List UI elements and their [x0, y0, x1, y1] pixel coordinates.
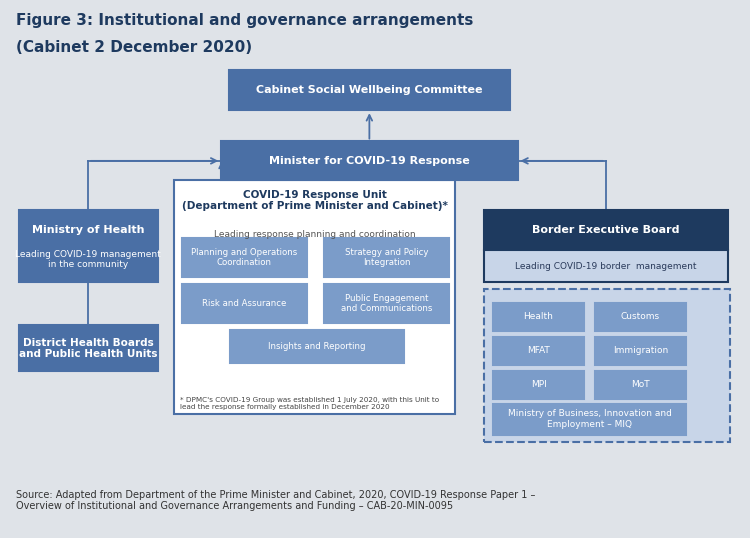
- FancyBboxPatch shape: [493, 404, 686, 435]
- FancyBboxPatch shape: [595, 303, 686, 331]
- Text: Public Engagement
and Communications: Public Engagement and Communications: [341, 294, 432, 313]
- FancyBboxPatch shape: [595, 371, 686, 399]
- Text: Immigration: Immigration: [613, 346, 668, 355]
- FancyBboxPatch shape: [595, 337, 686, 365]
- FancyBboxPatch shape: [221, 141, 518, 180]
- Text: Figure 3: Institutional and governance arrangements: Figure 3: Institutional and governance a…: [16, 13, 474, 29]
- Text: Leading COVID-19 border  management: Leading COVID-19 border management: [514, 261, 696, 271]
- Text: Ministry of Health: Ministry of Health: [32, 225, 144, 235]
- Text: MoT: MoT: [632, 380, 650, 389]
- FancyBboxPatch shape: [484, 210, 728, 250]
- Text: Health: Health: [524, 313, 554, 321]
- FancyBboxPatch shape: [230, 330, 404, 363]
- Text: Planning and Operations
Coordination: Planning and Operations Coordination: [191, 248, 297, 267]
- Text: Source: Adapted from Department of the Prime Minister and Cabinet, 2020, COVID-1: Source: Adapted from Department of the P…: [16, 490, 536, 511]
- Text: Cabinet Social Wellbeing Committee: Cabinet Social Wellbeing Committee: [256, 85, 483, 95]
- FancyBboxPatch shape: [493, 303, 584, 331]
- FancyBboxPatch shape: [493, 337, 584, 365]
- Text: (Cabinet 2 December 2020): (Cabinet 2 December 2020): [16, 40, 253, 55]
- FancyBboxPatch shape: [484, 289, 730, 442]
- FancyBboxPatch shape: [182, 284, 307, 323]
- Text: Minister for COVID-19 Response: Minister for COVID-19 Response: [269, 156, 470, 166]
- Text: District Health Boards
and Public Health Units: District Health Boards and Public Health…: [19, 337, 158, 359]
- FancyBboxPatch shape: [324, 284, 449, 323]
- FancyBboxPatch shape: [182, 238, 307, 277]
- FancyBboxPatch shape: [19, 325, 158, 371]
- Text: Insights and Reporting: Insights and Reporting: [268, 342, 366, 351]
- FancyBboxPatch shape: [484, 250, 728, 282]
- Text: Leading response planning and coordination: Leading response planning and coordinati…: [214, 230, 416, 238]
- Text: * DPMC's COVID-19 Group was established 1 July 2020, with this Unit to
lead the : * DPMC's COVID-19 Group was established …: [180, 397, 440, 410]
- Text: Risk and Assurance: Risk and Assurance: [202, 299, 286, 308]
- FancyBboxPatch shape: [229, 70, 510, 110]
- Text: COVID-19 Response Unit
(Department of Prime Minister and Cabinet)*: COVID-19 Response Unit (Department of Pr…: [182, 190, 448, 211]
- FancyBboxPatch shape: [493, 371, 584, 399]
- Text: MFAT: MFAT: [527, 346, 550, 355]
- Text: MPI: MPI: [531, 380, 546, 389]
- FancyBboxPatch shape: [19, 210, 158, 282]
- Text: Border Executive Board: Border Executive Board: [532, 225, 680, 235]
- Text: Ministry of Business, Innovation and
Employment – MIQ: Ministry of Business, Innovation and Emp…: [508, 409, 671, 429]
- Text: Leading COVID-19 management
in the community: Leading COVID-19 management in the commu…: [15, 250, 161, 269]
- FancyBboxPatch shape: [324, 238, 449, 277]
- FancyBboxPatch shape: [174, 180, 455, 414]
- Text: Customs: Customs: [621, 313, 660, 321]
- Text: Strategy and Policy
Integration: Strategy and Policy Integration: [345, 248, 428, 267]
